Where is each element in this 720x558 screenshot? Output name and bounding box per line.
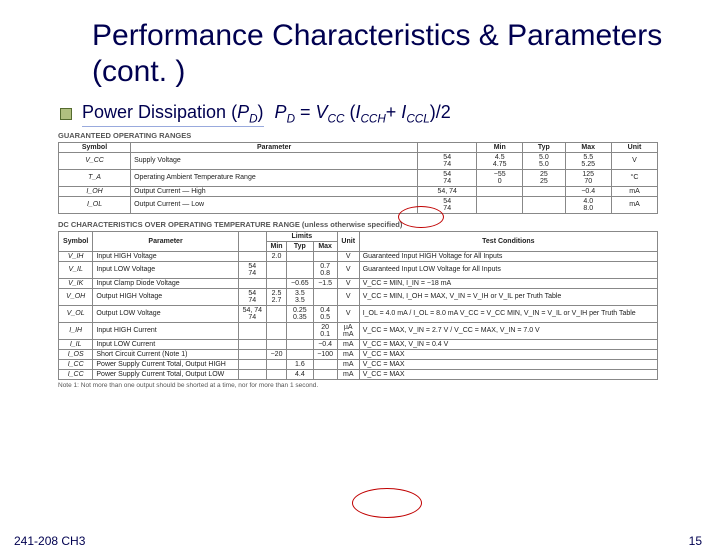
subtitle-row: Power Dissipation (PD) PD = VCC (ICCH+ I… (60, 102, 720, 127)
bullet-icon (60, 108, 72, 120)
f-d: D (287, 113, 295, 126)
highlight-oval-2 (352, 488, 422, 518)
f-eq: = (295, 102, 316, 122)
subtitle-text: Power Dissipation (PD) PD = VCC (ICCH+ I… (82, 102, 451, 127)
datasheet-area: GUARANTEED OPERATING RANGES SymbolParame… (58, 131, 658, 389)
pd-d: D (249, 113, 257, 126)
note1: Note 1: Not more than one output should … (58, 382, 658, 389)
footer-right: 15 (689, 534, 702, 548)
pd-p: P (237, 102, 249, 122)
f-ccl: CCL (406, 113, 429, 126)
section2-title: DC CHARACTERISTICS OVER OPERATING TEMPER… (58, 220, 658, 229)
f-cc: CC (328, 113, 345, 126)
f-cch: CCH (360, 113, 385, 126)
f-end: )/2 (430, 102, 451, 122)
f-v: V (316, 102, 328, 122)
formula: PD = VCC (ICCH+ ICCL)/2 (275, 102, 451, 122)
table-dc: SymbolParameterLimitsUnitTest Conditions… (58, 231, 658, 380)
f-open: ( (344, 102, 355, 122)
slide-title: Performance Characteristics & Parameters… (92, 18, 720, 90)
table-ranges: SymbolParameterMinTypMaxUnit V_CCSupply … (58, 142, 658, 214)
section1-title: GUARANTEED OPERATING RANGES (58, 131, 658, 140)
subtitle-label: Power Dissipation ( (82, 102, 237, 122)
subtitle-close: ) (258, 102, 264, 122)
footer-left: 241-208 CH3 (14, 534, 85, 548)
f-plus: + (386, 102, 402, 122)
f-p: P (275, 102, 287, 122)
